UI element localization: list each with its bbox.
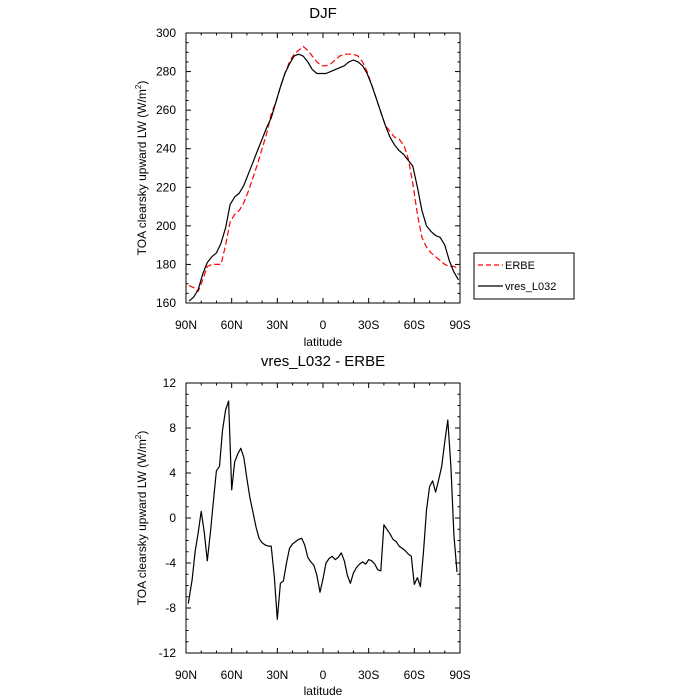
bottom-chart-y-tick-label: -4 [165,556,176,570]
top-chart-series [188,45,460,302]
top-chart-series-erbe [188,45,459,292]
bottom-chart-series [187,400,458,620]
top-chart-y-tick-label: 280 [156,65,176,79]
bottom-chart-y-tick-label: 0 [169,511,176,525]
bottom-chart-y-axis-label: TOA clearsky upward LW (W/m2) [134,431,149,606]
bottom-chart-x-tick-label: 60S [404,668,425,682]
bottom-chart-y-tick-label: 8 [169,421,176,435]
top-chart-x-tick-label: 60N [221,318,243,332]
top-chart-x-tick-label: 30S [358,318,379,332]
bottom-chart-panel: vres_L032 - ERBE 90N 60N 30N 0 30S 60S 90S -12 -… [134,353,471,698]
bottom-chart-x-axis-label: latitude [304,684,343,698]
top-chart-x-tick-label: 0 [320,318,327,332]
top-chart-y-axis-label-close: ) [135,81,149,85]
bottom-chart-y-tick-label: -12 [159,646,177,660]
bottom-chart-x-tick-label: 90N [175,668,197,682]
top-chart-x-tick-label: 90S [449,318,470,332]
bottom-chart-y-axis-label-main: TOA clearsky upward LW (W/m [135,439,149,605]
bottom-chart-y-axis-label-sup: 2 [134,434,143,439]
top-chart-y-tick-label: 240 [156,142,176,156]
bottom-chart-x-tick-label: 0 [320,668,327,682]
top-chart-panel: DJF 90N 60N 30N 0 30S 60S 90S 160 180 200 220 240 26… [134,5,575,349]
legend-vres-label: vres_L032 [505,281,556,293]
bottom-chart-series-vres-l032-erbe [187,400,458,620]
bottom-chart-x-tick-label: 30S [358,668,379,682]
top-chart-y-tick-label: 160 [156,296,176,310]
top-chart-title: DJF [309,5,337,22]
top-chart-x-tick-label: 60S [404,318,425,332]
top-chart-x-axis-label: latitude [304,335,343,349]
top-chart-y-axis-label: TOA clearsky upward LW (W/m2) [134,81,149,256]
top-chart-x-tick-label: 30N [266,318,288,332]
legend-box [473,252,575,300]
bottom-chart-y-tick-label: -8 [165,601,176,615]
bottom-chart-y-axis-label-close: ) [135,431,149,435]
top-chart-y-tick-label: 180 [156,257,176,271]
top-chart-y-axis-label-sup: 2 [134,84,143,89]
bottom-chart-title: vres_L032 - ERBE [261,353,385,370]
bottom-chart-y-tick-label: 4 [169,466,176,480]
bottom-chart-x-tick-label: 30N [266,668,288,682]
top-chart-y-tick-label: 200 [156,219,176,233]
top-chart-y-axis-label-main: TOA clearsky upward LW (W/m [135,89,149,255]
bottom-chart-y-tick-label: 12 [163,376,177,390]
top-chart-y-tick-label: 220 [156,180,176,194]
bottom-chart-x-tick-label: 60N [221,668,243,682]
top-chart-series-vres-l032 [188,53,460,302]
top-chart-y-tick-label: 260 [156,103,176,117]
top-chart-ticks: 90N 60N 30N 0 30S 60S 90S 160 180 200 220 240 260 280… [156,26,471,332]
bottom-chart-ticks: 90N 60N 30N 0 30S 60S 90S -12 -8 -4 0 4 8 12 [159,376,471,682]
legend: ERBE vres_L032 [473,252,575,300]
legend-erbe-label: ERBE [505,260,535,272]
bottom-chart-x-tick-label: 90S [449,668,470,682]
top-chart-y-tick-label: 300 [156,26,176,40]
top-chart-x-tick-label: 90N [175,318,197,332]
